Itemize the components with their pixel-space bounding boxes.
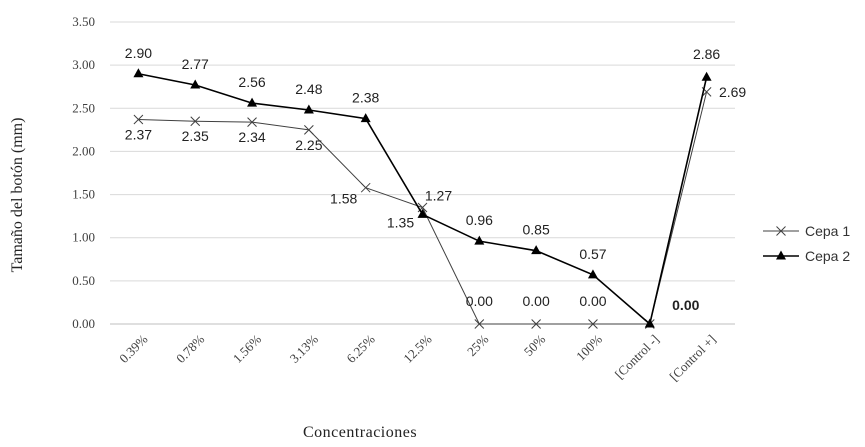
series-marker bbox=[360, 113, 371, 123]
x-tick-label: 0.78% bbox=[173, 331, 207, 365]
data-label: 2.56 bbox=[238, 74, 265, 90]
series-marker bbox=[133, 114, 144, 125]
x-tick-label: 50% bbox=[521, 331, 549, 359]
data-label: 1.58 bbox=[330, 191, 357, 207]
data-label: 0.85 bbox=[523, 222, 550, 238]
data-label: 0.57 bbox=[579, 246, 606, 262]
data-label: 2.38 bbox=[352, 90, 379, 106]
series-marker bbox=[360, 182, 371, 193]
x-tick-label: 0.39% bbox=[116, 331, 150, 365]
series-marker bbox=[190, 116, 201, 127]
legend-item: Cepa 1 bbox=[763, 223, 850, 239]
x-axis-title: Concentraciones bbox=[303, 424, 417, 441]
series-marker bbox=[247, 97, 258, 107]
data-label: 2.77 bbox=[182, 56, 209, 72]
data-label: 2.90 bbox=[125, 45, 152, 61]
data-label: 1.27 bbox=[425, 187, 452, 203]
x-tick-label: 1.56% bbox=[230, 331, 264, 365]
data-label: 0.00 bbox=[466, 293, 493, 309]
x-tick-label: 12.5% bbox=[400, 331, 434, 365]
series-marker bbox=[417, 208, 428, 218]
series-marker bbox=[588, 319, 598, 329]
series-marker bbox=[474, 235, 485, 245]
y-axis-ticks: 0.00 0.50 1.00 1.50 2.00 2.50 3.00 3.50 bbox=[72, 14, 95, 331]
x-tick-label: 3.13% bbox=[287, 331, 321, 365]
y-tick-label: 1.50 bbox=[72, 187, 95, 202]
series-line bbox=[138, 72, 708, 326]
data-label: 2.35 bbox=[182, 128, 209, 144]
series-marker bbox=[644, 318, 655, 328]
series-marker bbox=[190, 79, 201, 89]
y-tick-label: 0.00 bbox=[72, 316, 95, 331]
y-tick-label: 2.00 bbox=[72, 143, 95, 158]
y-axis-title: Tamaño del botón (mm) bbox=[9, 118, 26, 273]
x-tick-label: 25% bbox=[464, 331, 492, 359]
data-label: 2.69 bbox=[719, 84, 746, 100]
data-label: 0.00 bbox=[672, 297, 699, 313]
series-marker bbox=[587, 269, 598, 279]
data-labels: 2.37 2.35 2.34 2.25 1.58 1.35 0.00 0.00 0.00 2.69… bbox=[125, 45, 747, 313]
data-label: 0.00 bbox=[579, 293, 606, 309]
x-axis-ticks: 0.39% 0.78% 1.56% 3.13% 6.25% 12.5% 25% 50% 100%… bbox=[116, 331, 719, 383]
series-marker bbox=[531, 245, 542, 255]
x-tick-label: [Control +] bbox=[666, 332, 718, 384]
data-label: 2.34 bbox=[238, 129, 265, 145]
x-tick-label: [Control -] bbox=[612, 332, 662, 382]
legend: Cepa 1 Cepa 2 bbox=[763, 223, 850, 264]
series-marker bbox=[133, 68, 144, 78]
data-label: 2.37 bbox=[125, 127, 152, 143]
y-tick-label: 3.00 bbox=[72, 57, 95, 72]
data-label: 2.48 bbox=[295, 81, 322, 97]
legend-label: Cepa 2 bbox=[805, 248, 850, 264]
x-tick-label: 6.25% bbox=[343, 331, 377, 365]
series-marker bbox=[531, 319, 541, 329]
data-label: 0.96 bbox=[466, 212, 493, 228]
series-marker bbox=[701, 71, 712, 81]
data-label: 0.00 bbox=[523, 293, 550, 309]
series-marker bbox=[304, 125, 314, 135]
y-tick-label: 0.50 bbox=[72, 273, 95, 288]
series-marker bbox=[474, 319, 485, 329]
legend-item: Cepa 2 bbox=[763, 248, 850, 264]
data-label: 2.86 bbox=[693, 46, 720, 62]
y-tick-label: 2.50 bbox=[72, 100, 95, 115]
x-tick-label: 100% bbox=[573, 331, 605, 363]
series-group bbox=[133, 68, 712, 329]
y-tick-label: 3.50 bbox=[72, 14, 95, 29]
data-label: 2.25 bbox=[295, 137, 322, 153]
legend-label: Cepa 1 bbox=[805, 223, 850, 239]
y-tick-label: 1.00 bbox=[72, 230, 95, 245]
series-marker bbox=[303, 104, 314, 114]
data-label: 1.35 bbox=[387, 215, 414, 231]
gridlines bbox=[110, 21, 735, 325]
series-marker bbox=[247, 117, 257, 127]
